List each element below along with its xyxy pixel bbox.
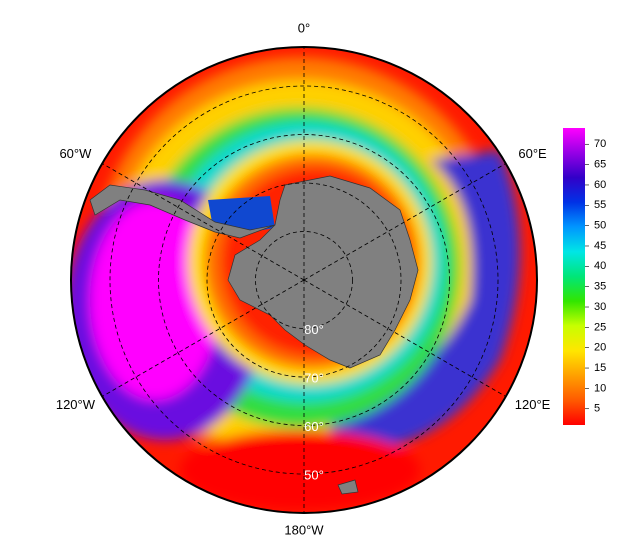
latitude-circle xyxy=(206,182,402,378)
latitude-circle xyxy=(109,85,499,475)
longitude-label: 180°W xyxy=(284,522,324,537)
colorbar-tick-label: 15 xyxy=(594,362,606,374)
latitude-circle xyxy=(255,231,353,329)
colorbar-tick-label: 5 xyxy=(594,403,600,415)
colorbar-tick-label: 25 xyxy=(594,321,606,333)
colorbar-tick-label: 60 xyxy=(594,179,606,191)
meridian xyxy=(303,279,506,397)
longitude-label: 120°W xyxy=(56,397,96,412)
longitude-label: 60°W xyxy=(59,146,92,161)
colorbar-tick-label: 40 xyxy=(594,260,606,272)
latitude-label: 70° xyxy=(304,370,324,385)
colorbar: 5 10 15 20 25 30 35 40 45 50 55 60 65 70 xyxy=(563,128,606,425)
latitude-label: 50° xyxy=(304,467,324,482)
meridian xyxy=(102,279,305,397)
colorbar-tick-label: 30 xyxy=(594,301,606,313)
colorbar-tick-label: 45 xyxy=(594,240,606,252)
labels: 80° 70° 60° 50° 0° 60°E 120°E 180°W 120°W 60°W xyxy=(56,20,551,537)
data-field xyxy=(71,47,537,513)
colorbar-tick-label: 65 xyxy=(594,159,606,171)
latitude-label: 80° xyxy=(304,322,324,337)
graticule xyxy=(102,47,506,513)
colorbar-ramp xyxy=(563,128,585,425)
colorbar-tick-label: 55 xyxy=(594,199,606,211)
colorbar-tick-label: 10 xyxy=(594,382,606,394)
longitude-label: 0° xyxy=(298,20,310,35)
longitude-label: 60°E xyxy=(518,146,547,161)
longitude-label: 120°E xyxy=(515,397,551,412)
latitude-label: 60° xyxy=(304,419,324,434)
colorbar-tick-label: 70 xyxy=(594,138,606,150)
colorbar-tick-label: 35 xyxy=(594,281,606,293)
latitude-circle xyxy=(158,134,450,426)
meridian xyxy=(102,163,305,281)
colorbar-tick-label: 50 xyxy=(594,220,606,232)
colorbar-tick-label: 20 xyxy=(594,342,606,354)
map-border xyxy=(70,46,538,514)
meridian xyxy=(303,163,506,281)
